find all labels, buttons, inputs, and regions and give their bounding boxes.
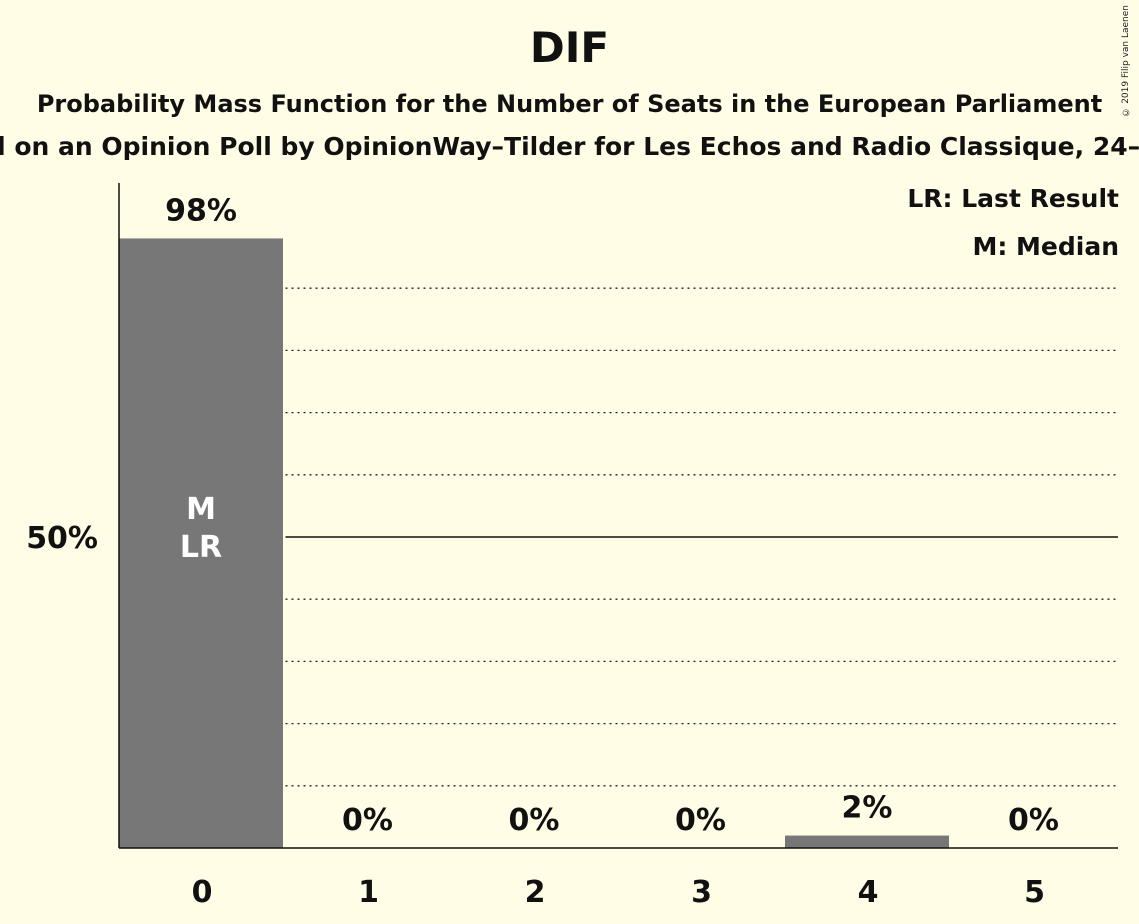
- x-tick-label-4: 4: [858, 875, 879, 910]
- value-label-4: 2%: [842, 791, 893, 826]
- x-tick-label-5: 5: [1024, 875, 1045, 910]
- bar-0: [119, 238, 283, 848]
- legend-median: M: Median: [972, 232, 1119, 261]
- chart-title: DIF: [529, 23, 610, 72]
- bar-4: [785, 835, 949, 848]
- value-label-2: 0%: [509, 803, 560, 838]
- value-label-0: 98%: [165, 193, 237, 228]
- x-tick-label-3: 3: [691, 875, 712, 910]
- x-tick-label-0: 0: [192, 875, 213, 910]
- chart-subtitle: Probability Mass Function for the Number…: [36, 90, 1103, 118]
- y-tick-label: 50%: [26, 521, 98, 556]
- chart-source-note: Based on an Opinion Poll by OpinionWay–T…: [0, 132, 1139, 161]
- x-tick-label-2: 2: [525, 875, 546, 910]
- bar-annotation-m: M: [186, 492, 216, 527]
- value-label-3: 0%: [675, 803, 726, 838]
- value-label-5: 0%: [1008, 803, 1059, 838]
- x-tick-label-1: 1: [358, 875, 379, 910]
- value-label-1: 0%: [342, 803, 393, 838]
- bar-annotation-lr: LR: [180, 530, 222, 565]
- legend-last-result: LR: Last Result: [907, 184, 1119, 213]
